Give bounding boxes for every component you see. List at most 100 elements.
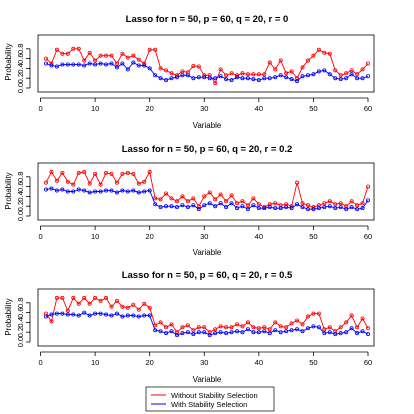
data-point-with [169,76,174,81]
panel-3-y-axis: 0.00.20.40.60.8 [16,298,31,347]
data-point-with [60,62,65,67]
data-point-without [365,61,370,66]
data-point-without [120,304,125,309]
data-point-with [316,206,321,211]
data-point-with [114,65,119,70]
data-point-without [322,327,327,332]
data-point-with [344,207,349,212]
data-point-with [245,76,250,81]
y-tick-label: 0.2 [16,201,25,211]
data-point-without [158,66,163,71]
data-point-with [262,206,267,211]
data-point-with [169,204,174,209]
data-point-without [104,53,109,58]
data-point-without [109,171,114,176]
data-point-with [224,77,229,82]
data-point-with [158,329,163,334]
data-point-with [191,332,196,337]
data-point-without [245,320,250,325]
data-point-with [235,329,240,334]
x-tick-label: 0 [38,232,42,241]
data-point-with [213,204,218,209]
data-point-with [191,203,196,208]
data-point-with [54,188,59,193]
data-point-without [338,201,343,206]
data-point-without [273,320,278,325]
y-tick-label: 0.2 [16,327,25,337]
data-point-without [174,199,179,204]
data-point-with [131,188,136,193]
data-point-without [338,73,343,78]
data-point-with [174,333,179,338]
data-point-without [327,325,332,330]
data-point-with [125,189,130,194]
data-point-with [54,311,59,316]
x-tick-label: 30 [200,358,208,367]
y-tick-label: 0.6 [16,181,25,191]
series-line-with [45,61,369,82]
data-point-with [240,330,245,335]
data-point-without [202,194,207,199]
data-point-with [142,63,147,68]
data-point-without [338,325,343,330]
data-point-without [256,202,261,207]
data-point-with [344,76,349,81]
data-point-with [153,202,158,207]
data-point-with [338,331,343,336]
data-point-with [109,61,114,66]
data-point-without [365,184,370,189]
data-point-with [76,313,81,318]
data-point-without [98,298,103,303]
data-point-with [120,314,125,319]
data-point-without [169,322,174,327]
data-point-without [251,196,256,201]
data-point-with [338,205,343,210]
data-point-without [71,46,76,51]
data-point-with [213,331,218,336]
data-point-without [322,50,327,55]
data-point-without [251,325,256,330]
data-point-with [235,75,240,80]
data-point-with [322,205,327,210]
data-point-with [44,314,49,319]
data-point-with [87,313,92,318]
data-point-with [333,332,338,337]
data-point-without [180,325,185,330]
data-point-without [180,194,185,199]
data-point-with [207,201,212,206]
data-point-with [82,63,87,68]
data-point-without [93,171,98,176]
data-point-with [104,188,109,193]
data-point-without [196,64,201,69]
y-tick-label: 0.8 [16,44,25,54]
data-point-with [289,328,294,333]
data-point-with [82,188,87,193]
data-point-with [104,312,109,317]
data-point-with [109,188,114,193]
data-point-without [262,72,267,77]
data-point-without [245,72,250,77]
data-point-with [174,205,179,210]
data-point-without [65,308,70,313]
x-tick-label: 10 [91,232,99,241]
data-point-without [136,57,141,62]
panel-2-y-axis: 0.00.20.40.60.8 [16,172,31,221]
data-point-without [300,65,305,70]
data-point-with [311,324,316,329]
data-point-with [76,187,81,192]
data-point-without [267,60,272,65]
data-point-without [93,295,98,300]
data-point-with [273,206,278,211]
data-point-with [256,206,261,211]
data-point-without [98,182,103,187]
data-point-with [218,74,223,79]
data-point-with [82,310,87,315]
panel-1: Lasso for n = 50, p = 60, q = 20, r = 0 … [4,14,375,130]
data-point-with [273,75,278,80]
data-point-with [213,76,218,81]
data-point-with [136,63,141,68]
data-point-with [300,329,305,334]
data-point-with [44,187,49,192]
data-point-without [131,171,136,176]
data-point-with [355,331,360,336]
